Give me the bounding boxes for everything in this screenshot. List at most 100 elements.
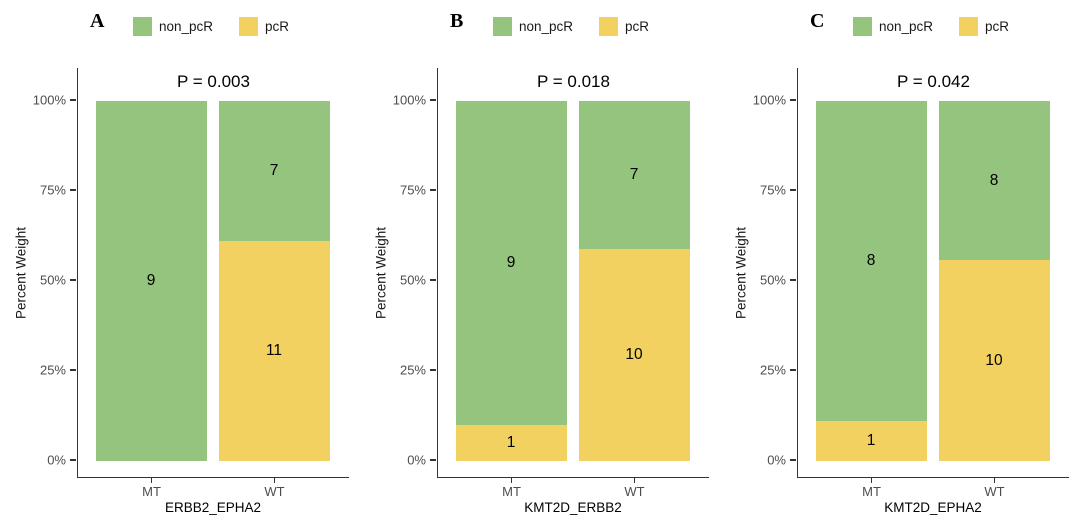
legend-swatch-non-pcr-icon bbox=[493, 17, 512, 36]
x-tick-label: MT bbox=[142, 484, 161, 499]
y-tick-mark-icon bbox=[790, 99, 796, 101]
p-value-annotation: P = 0.042 bbox=[897, 72, 970, 91]
y-tick-label: 50% bbox=[759, 272, 786, 288]
stacked-bar-mt: 9 bbox=[95, 100, 207, 461]
y-tick-label: 0% bbox=[47, 452, 66, 468]
y-tick-label: 75% bbox=[399, 182, 426, 198]
legend-item-non-pcr: non_pcR bbox=[133, 17, 213, 36]
segment-count-label: 11 bbox=[265, 341, 283, 359]
panel-a: A non_pcR pcR Percent Weight 0% 25% 50% 75%… bbox=[0, 0, 360, 530]
y-tick-mark-icon bbox=[430, 279, 436, 281]
y-tick-mark-icon bbox=[70, 189, 76, 191]
y-tick-mark-icon bbox=[790, 189, 796, 191]
segment-count-label: 10 bbox=[985, 351, 1003, 369]
bar-segment-non_pcr: 8 bbox=[938, 100, 1050, 261]
segment-count-label: 8 bbox=[989, 171, 999, 189]
legend-item-non-pcr: non_pcR bbox=[493, 17, 573, 36]
stacked-bar-wt: 7 10 bbox=[578, 100, 690, 461]
bar-segment-non_pcr: 8 bbox=[815, 100, 927, 421]
panel-letter: A bbox=[90, 10, 105, 32]
y-tick-label: 25% bbox=[399, 362, 426, 378]
y-tick-label: 0% bbox=[767, 452, 786, 468]
bar-segment-non_pcr: 7 bbox=[578, 100, 690, 249]
bar-segment-pcr: 10 bbox=[938, 260, 1050, 461]
legend-swatch-pcr-icon bbox=[239, 17, 259, 36]
x-tick-mark-icon bbox=[870, 478, 873, 483]
legend-item-pcr: pcR bbox=[239, 17, 289, 36]
x-tick-label: MT bbox=[862, 484, 881, 499]
y-tick-mark-icon bbox=[70, 369, 76, 371]
x-tick-mark-icon bbox=[993, 478, 996, 483]
legend: non_pcR pcR bbox=[853, 17, 1035, 36]
y-tick-label: 100% bbox=[392, 92, 426, 108]
x-tick-label: WT bbox=[264, 484, 285, 499]
legend-item-pcr: pcR bbox=[599, 17, 649, 36]
panel-b: B non_pcR pcR Percent Weight 0% 25% 50% 75%… bbox=[360, 0, 720, 530]
legend-label: pcR bbox=[985, 19, 1010, 34]
legend: non_pcR pcR bbox=[133, 17, 315, 36]
legend-swatch-pcr-icon bbox=[959, 17, 979, 36]
x-axis-title: ERBB2_EPHA2 bbox=[164, 500, 262, 515]
legend-swatch-non-pcr-icon bbox=[133, 17, 152, 36]
y-tick-mark-icon bbox=[430, 99, 436, 101]
bar-segment-non_pcr: 9 bbox=[95, 100, 207, 461]
y-tick-mark-icon bbox=[70, 459, 76, 461]
p-value-annotation: P = 0.003 bbox=[177, 72, 250, 91]
legend-swatch-pcr-icon bbox=[599, 17, 619, 36]
y-tick-label: 50% bbox=[39, 272, 66, 288]
segment-count-label: 7 bbox=[269, 161, 279, 179]
plot-area: P = 0.018 9 1 7 10 bbox=[437, 68, 709, 478]
stacked-bar-wt: 7 11 bbox=[218, 100, 330, 461]
x-axis-title: KMT2D_ERBB2 bbox=[524, 500, 622, 515]
y-tick-label: 75% bbox=[759, 182, 786, 198]
legend-label: non_pcR bbox=[519, 19, 574, 34]
panel-letter: C bbox=[810, 10, 825, 32]
panel-letter: B bbox=[450, 10, 464, 32]
legend: non_pcR pcR bbox=[493, 17, 675, 36]
legend-item-pcr: pcR bbox=[959, 17, 1009, 36]
segment-count-label: 9 bbox=[146, 271, 156, 289]
y-tick-label: 100% bbox=[752, 92, 786, 108]
y-tick-mark-icon bbox=[790, 459, 796, 461]
bar-segment-pcr: 11 bbox=[218, 240, 330, 461]
segment-count-label: 10 bbox=[625, 345, 643, 363]
x-tick-mark-icon bbox=[273, 478, 276, 483]
legend-label: non_pcR bbox=[159, 19, 214, 34]
plot-area: P = 0.042 8 1 8 10 bbox=[797, 68, 1069, 478]
x-tick-mark-icon bbox=[633, 478, 636, 483]
y-tick-mark-icon bbox=[70, 279, 76, 281]
bar-segment-pcr: 1 bbox=[455, 424, 567, 461]
y-tick-mark-icon bbox=[790, 279, 796, 281]
x-tick-mark-icon bbox=[150, 478, 153, 483]
p-value-annotation: P = 0.018 bbox=[537, 72, 610, 91]
x-axis-title: KMT2D_EPHA2 bbox=[884, 500, 982, 515]
plot-area: P = 0.003 9 7 11 bbox=[77, 68, 349, 478]
y-tick-label: 25% bbox=[759, 362, 786, 378]
bar-segment-non_pcr: 7 bbox=[218, 100, 330, 241]
y-tick-mark-icon bbox=[430, 459, 436, 461]
segment-count-label: 9 bbox=[506, 253, 516, 271]
y-tick-mark-icon bbox=[430, 189, 436, 191]
y-tick-label: 75% bbox=[39, 182, 66, 198]
bar-segment-pcr: 1 bbox=[815, 420, 927, 461]
segment-count-label: 8 bbox=[866, 251, 876, 269]
x-tick-label: WT bbox=[624, 484, 645, 499]
legend-label: pcR bbox=[265, 19, 290, 34]
x-tick-label: MT bbox=[502, 484, 521, 499]
x-tick-label: WT bbox=[984, 484, 1005, 499]
x-tick-mark-icon bbox=[510, 478, 513, 483]
segment-count-label: 1 bbox=[506, 433, 516, 451]
y-tick-label: 25% bbox=[39, 362, 66, 378]
stacked-bar-wt: 8 10 bbox=[938, 100, 1050, 461]
legend-swatch-non-pcr-icon bbox=[853, 17, 872, 36]
legend-label: pcR bbox=[625, 19, 650, 34]
panel-c: C non_pcR pcR Percent Weight 0% 25% 50% 75%… bbox=[720, 0, 1080, 530]
legend-item-non-pcr: non_pcR bbox=[853, 17, 933, 36]
y-tick-label: 100% bbox=[32, 92, 66, 108]
y-tick-mark-icon bbox=[70, 99, 76, 101]
legend-label: non_pcR bbox=[879, 19, 934, 34]
